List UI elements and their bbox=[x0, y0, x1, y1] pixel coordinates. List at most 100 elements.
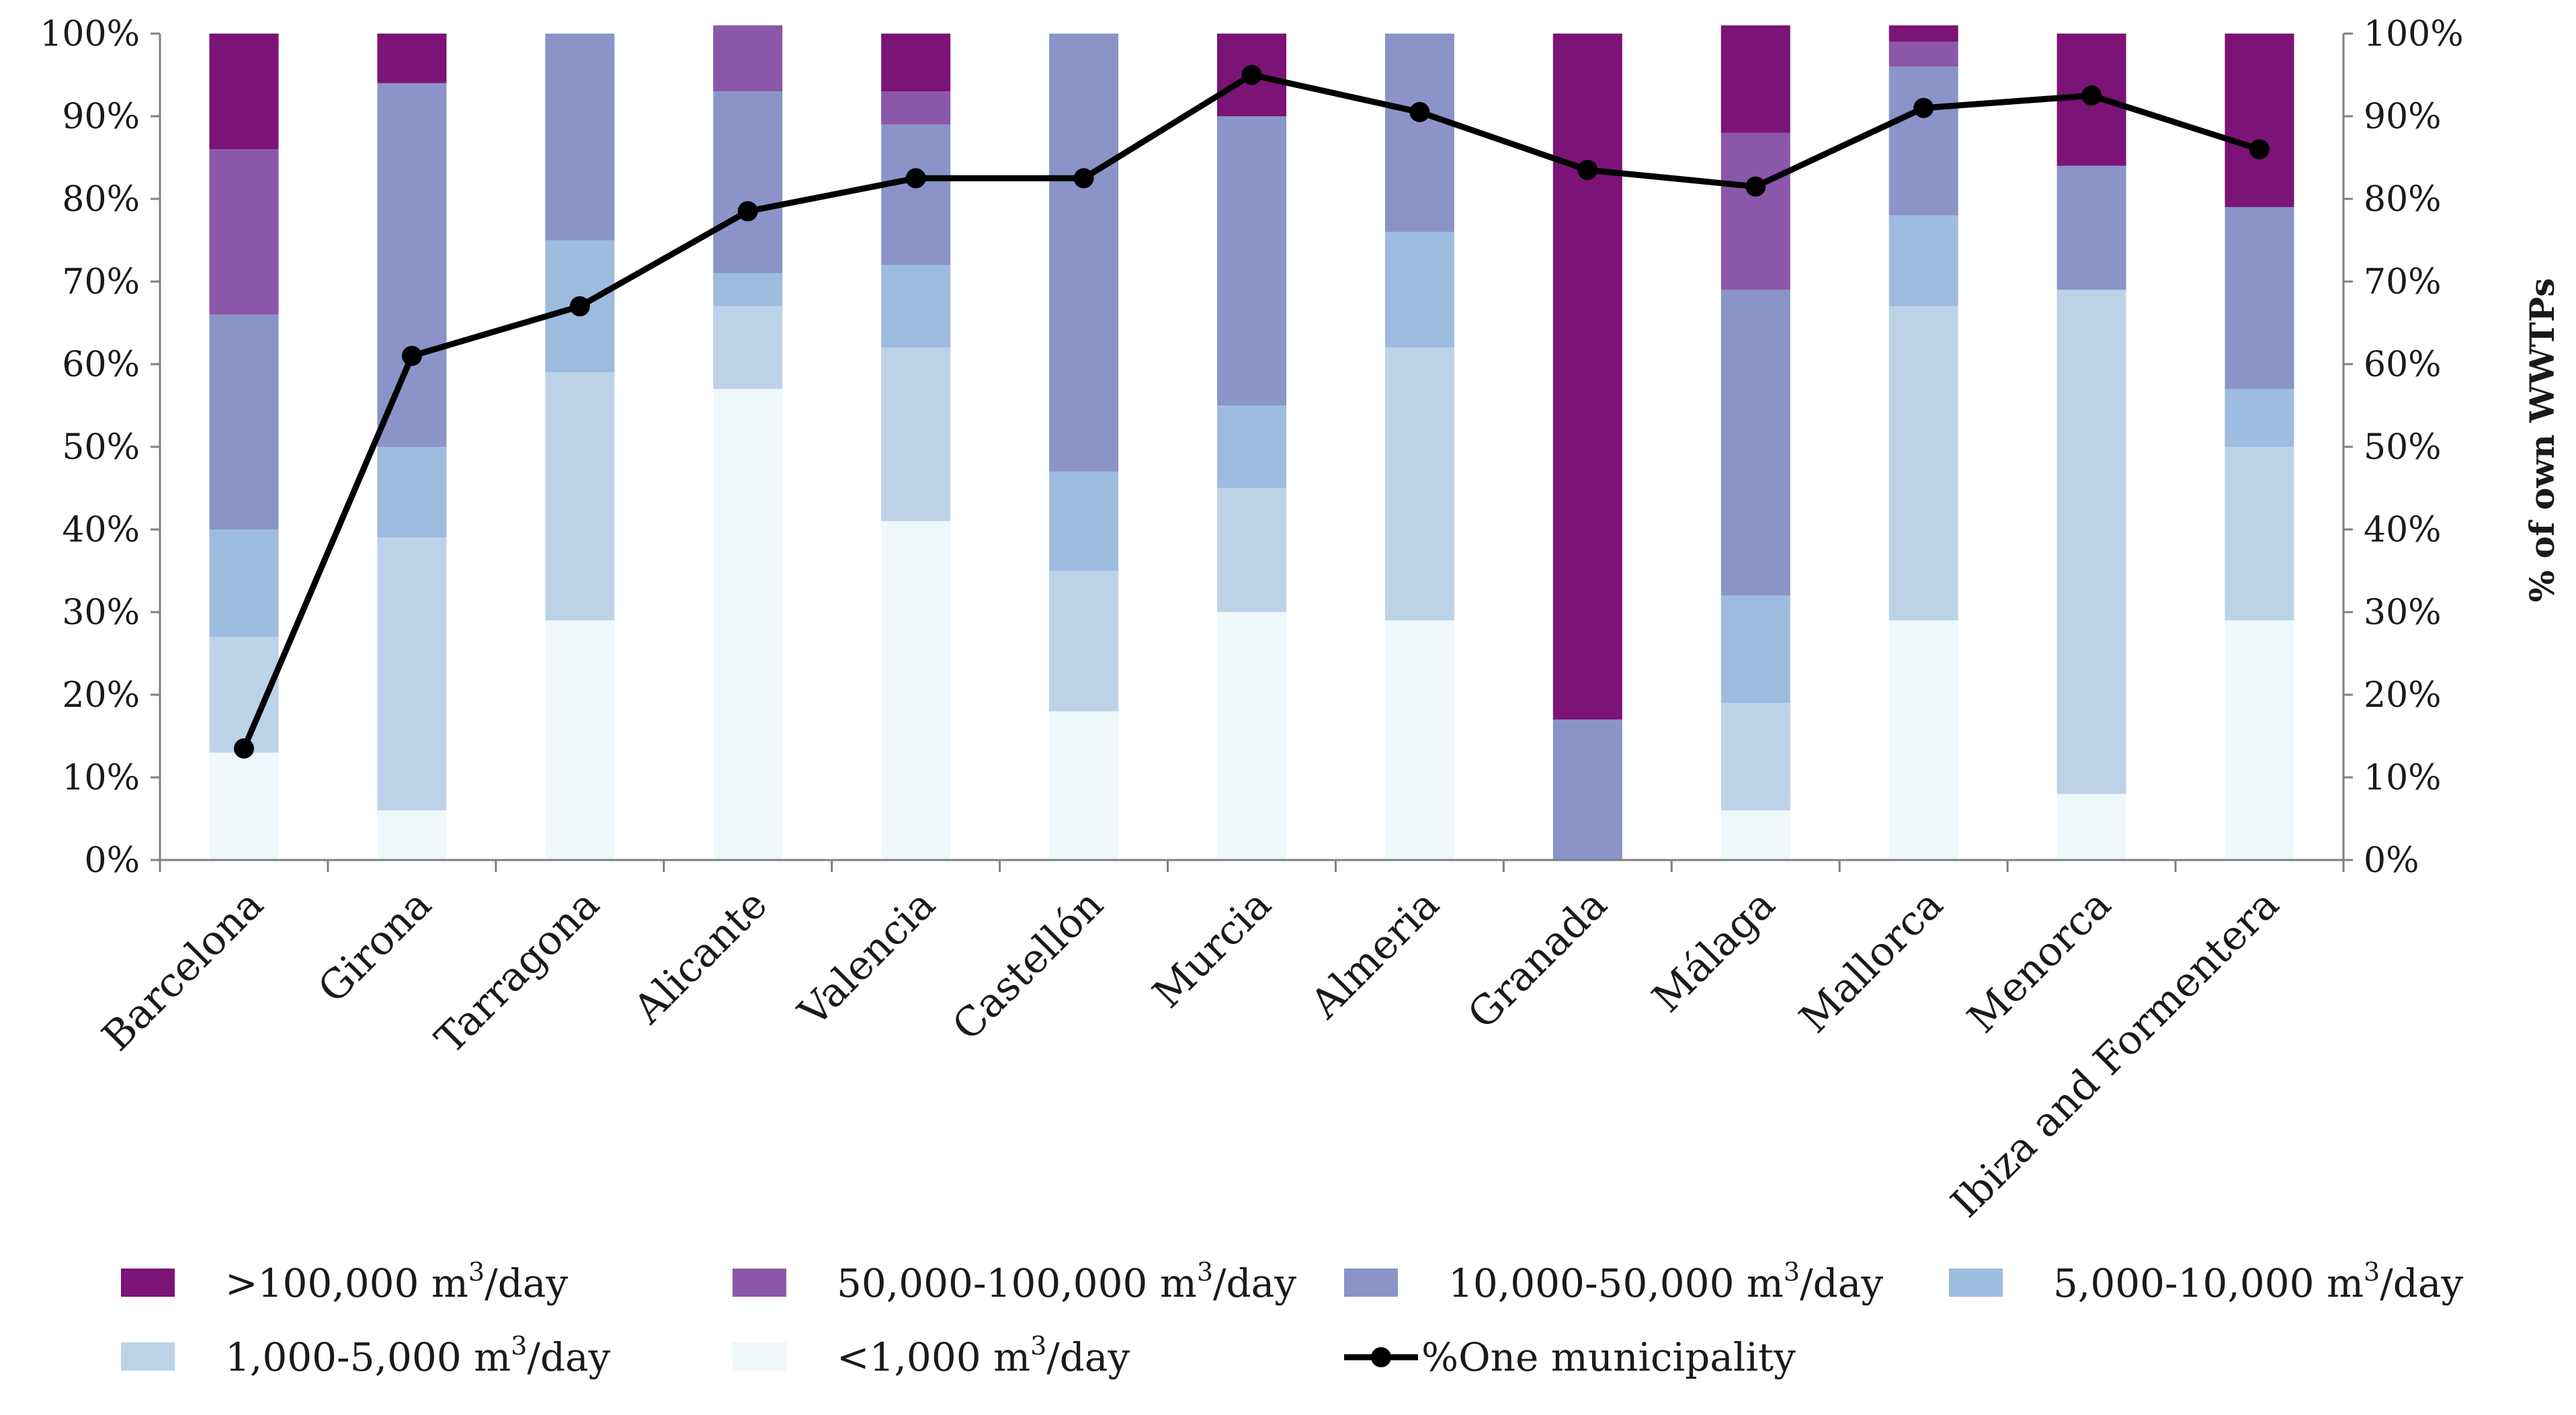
line-point bbox=[905, 168, 926, 189]
x-tick-label: Ibiza and Formentera bbox=[1942, 881, 2288, 1227]
bar-segment bbox=[1217, 612, 1286, 860]
bar-segment bbox=[1384, 232, 1454, 348]
bar-segment bbox=[1720, 810, 1790, 860]
legend-item: 10,000-50,000 m3/day bbox=[1344, 1257, 1883, 1306]
bar-segment bbox=[1217, 488, 1286, 612]
y-tick-label: 30% bbox=[62, 593, 140, 633]
line-point bbox=[2249, 139, 2270, 160]
x-tick-label: Tarragona bbox=[426, 881, 608, 1063]
x-tick-label: Valencia bbox=[789, 881, 944, 1036]
bar-segment bbox=[1384, 620, 1454, 860]
bar-segment bbox=[2225, 207, 2294, 389]
y-tick-label: 80% bbox=[62, 179, 140, 220]
bar-segment bbox=[881, 124, 951, 265]
bar-segment bbox=[1049, 570, 1119, 712]
legend-item: >100,000 m3/day bbox=[121, 1257, 568, 1306]
bar-segment bbox=[209, 34, 279, 150]
bar-segment bbox=[377, 810, 447, 860]
bar-segment bbox=[545, 372, 615, 621]
legend-label: 50,000-100,000 m3/day bbox=[837, 1257, 1296, 1306]
bar-segment bbox=[377, 34, 447, 83]
bar-segment bbox=[1720, 132, 1790, 290]
y2-tick-label: 100% bbox=[2364, 14, 2464, 54]
x-tick-label: Granada bbox=[1459, 881, 1616, 1038]
y2-tick-label: 60% bbox=[2364, 345, 2442, 385]
x-tick-label: Menorca bbox=[1958, 881, 2120, 1042]
y-tick-label: 90% bbox=[62, 97, 140, 137]
bar-segment bbox=[1888, 215, 1958, 306]
legend: >100,000 m3/day 50,000-100,000 m3/day 10,0… bbox=[121, 1257, 2463, 1380]
y-tick-label: 70% bbox=[62, 262, 140, 302]
y2-tick-label: 10% bbox=[2364, 758, 2442, 798]
legend-swatch bbox=[121, 1342, 175, 1371]
line-point bbox=[1745, 176, 1766, 197]
legend-item: <1,000 m3/day bbox=[733, 1331, 1130, 1380]
y2-tick-label: 50% bbox=[2364, 427, 2442, 468]
bar-segment bbox=[1552, 34, 1622, 720]
x-tick-label: Murcia bbox=[1144, 881, 1280, 1017]
bar-segment bbox=[1888, 620, 1958, 860]
x-tick-label: Girona bbox=[309, 881, 440, 1012]
legend-item: 1,000-5,000 m3/day bbox=[121, 1331, 611, 1380]
y-tick-label: 100% bbox=[40, 14, 140, 54]
y2-axis-title: % of own WWTPs bbox=[2522, 278, 2562, 603]
bar-segment bbox=[713, 273, 783, 306]
bar-segment bbox=[1888, 25, 1958, 42]
legend-label: 1,000-5,000 m3/day bbox=[225, 1331, 611, 1380]
line-point bbox=[569, 296, 590, 316]
y-tick-label: 50% bbox=[62, 427, 140, 468]
legend-item: %One municipality bbox=[1344, 1334, 1796, 1380]
legend-item: 5,000-10,000 m3/day bbox=[1949, 1257, 2463, 1306]
x-tick-label: Almeria bbox=[1301, 881, 1448, 1028]
legend-swatch bbox=[1949, 1269, 2003, 1297]
y2-tick-label: 0% bbox=[2364, 841, 2419, 881]
bar-segment bbox=[713, 25, 783, 92]
bar-segment bbox=[881, 347, 951, 521]
bars-layer bbox=[209, 25, 2294, 860]
legend-label: 10,000-50,000 m3/day bbox=[1448, 1257, 1883, 1306]
x-tick-label: Mallorca bbox=[1791, 881, 1952, 1042]
y-tick-label: 10% bbox=[62, 758, 140, 798]
line-point bbox=[1409, 101, 1430, 122]
x-tick-label: Málaga bbox=[1643, 881, 1784, 1022]
bar-segment bbox=[209, 753, 279, 860]
bar-segment bbox=[1720, 595, 1790, 703]
bar-segment bbox=[209, 149, 279, 315]
bar-segment bbox=[1049, 34, 1119, 472]
line-point bbox=[737, 201, 758, 222]
bar-segment bbox=[377, 538, 447, 811]
bar-segment bbox=[377, 447, 447, 538]
line-layer bbox=[234, 65, 2270, 759]
y-tick-label: 40% bbox=[62, 510, 140, 550]
bar-segment bbox=[209, 529, 279, 637]
legend-swatch bbox=[733, 1269, 786, 1297]
line-point bbox=[1073, 168, 1094, 189]
y2-tick-label: 20% bbox=[2364, 675, 2442, 716]
bar-segment bbox=[1888, 67, 1958, 216]
legend-swatch bbox=[1344, 1269, 1398, 1297]
y2-tick-label: 90% bbox=[2364, 97, 2442, 137]
bar-segment bbox=[881, 265, 951, 348]
bar-segment bbox=[2225, 388, 2294, 447]
legend-label: >100,000 m3/day bbox=[225, 1257, 568, 1306]
line-point bbox=[401, 345, 422, 366]
y-tick-label: 0% bbox=[85, 841, 140, 881]
line-point bbox=[234, 738, 254, 759]
y2-tick-label: 70% bbox=[2364, 262, 2442, 302]
legend-label: <1,000 m3/day bbox=[837, 1331, 1130, 1380]
bar-segment bbox=[713, 91, 783, 273]
bar-segment bbox=[2056, 165, 2126, 290]
legend-label: %One municipality bbox=[1421, 1334, 1796, 1380]
bar-segment bbox=[1888, 306, 1958, 621]
bar-segment bbox=[1552, 719, 1622, 860]
legend-swatch bbox=[733, 1342, 786, 1371]
bar-segment bbox=[2056, 794, 2126, 860]
axes-layer bbox=[151, 32, 2353, 872]
bar-segment bbox=[545, 34, 615, 241]
line-point bbox=[1577, 160, 1598, 180]
x-tick-label: Barcelona bbox=[93, 881, 273, 1060]
bar-segment bbox=[713, 306, 783, 389]
x-tick-label: Alicante bbox=[624, 881, 777, 1033]
bar-segment bbox=[1384, 347, 1454, 621]
